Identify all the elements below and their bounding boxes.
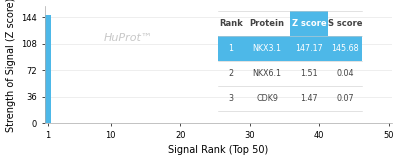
Text: Rank: Rank <box>219 19 243 28</box>
Bar <box>45 15 51 123</box>
Text: HuProt™: HuProt™ <box>104 33 153 43</box>
Text: 2: 2 <box>228 69 234 78</box>
X-axis label: Signal Rank (Top 50): Signal Rank (Top 50) <box>168 145 268 155</box>
Text: NKX6.1: NKX6.1 <box>252 69 282 78</box>
Text: CDK9: CDK9 <box>256 94 278 103</box>
Text: 145.68: 145.68 <box>331 44 359 53</box>
Text: 0.04: 0.04 <box>336 69 354 78</box>
Text: Z score: Z score <box>292 19 326 28</box>
Text: Protein: Protein <box>250 19 284 28</box>
Text: 3: 3 <box>228 94 234 103</box>
Text: 0.07: 0.07 <box>336 94 354 103</box>
Text: 147.17: 147.17 <box>295 44 323 53</box>
Y-axis label: Strength of Signal (Z score): Strength of Signal (Z score) <box>6 0 16 132</box>
Text: S score: S score <box>328 19 362 28</box>
Text: 1.51: 1.51 <box>300 69 318 78</box>
Text: 1.47: 1.47 <box>300 94 318 103</box>
Text: NKX3.1: NKX3.1 <box>252 44 282 53</box>
Text: 1: 1 <box>228 44 234 53</box>
